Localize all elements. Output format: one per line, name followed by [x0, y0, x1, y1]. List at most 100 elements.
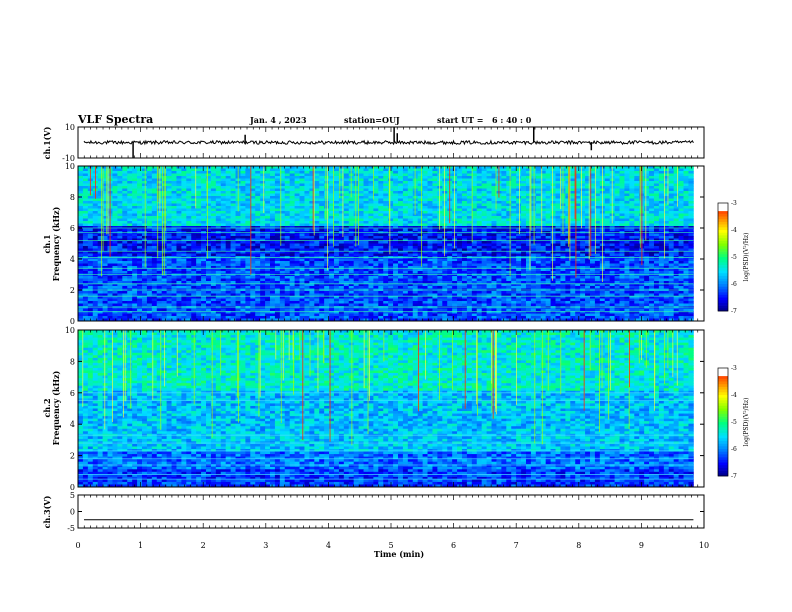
spectrogram-cell: [166, 206, 172, 209]
spectrogram-cell: [604, 171, 611, 174]
spectrogram-cell: [373, 228, 379, 232]
spectrogram-cell: [575, 198, 581, 202]
spectrogram-cell: [196, 216, 202, 219]
spectrogram-cell: [363, 208, 369, 212]
spectrogram-cell: [486, 246, 492, 249]
spectrogram-cell: [486, 251, 492, 254]
spectrogram-cell: [575, 171, 581, 174]
spectrogram-cell: [230, 211, 236, 214]
spectrogram-cell: [658, 188, 665, 192]
spectrogram-cell: [250, 251, 256, 254]
spectrogram-cell: [329, 178, 335, 182]
spectrogram-cell: [516, 251, 522, 254]
spectrogram-cell: [580, 166, 586, 169]
spectrogram-cell: [575, 218, 581, 222]
spectrogram-cell: [417, 216, 423, 219]
spectrogram-cell: [201, 208, 207, 212]
spectrogram-cell: [132, 188, 138, 192]
spectrogram-cell: [250, 173, 256, 177]
spectrogram-cell: [358, 188, 364, 192]
spectrogram-cell: [255, 226, 261, 229]
spectrogram-cell: [432, 168, 438, 172]
spectrogram-cell: [338, 213, 345, 217]
spectrogram-cell: [466, 191, 473, 194]
spectrogram-cell: [309, 188, 315, 192]
spectrogram-cell: [585, 208, 591, 212]
spectrogram-cell: [644, 171, 650, 174]
spectrogram-cell: [476, 176, 483, 179]
spectrogram-cell: [107, 258, 113, 262]
spectrogram-cell: [333, 216, 340, 219]
spectrogram-cell: [215, 173, 222, 177]
spectrogram-cell: [210, 223, 217, 227]
spectrogram-cell: [102, 178, 108, 182]
spectrogram-cell: [397, 198, 404, 202]
spectrogram-cell: [338, 228, 345, 232]
spectrogram-cell: [329, 211, 335, 214]
spectrogram-cell: [338, 221, 345, 224]
spectrogram-cell: [461, 166, 468, 169]
spectrogram-cell: [314, 211, 320, 214]
spectrogram-cell: [624, 226, 630, 229]
spectrogram-cell: [678, 206, 684, 209]
spectrogram-cell: [245, 201, 251, 204]
spectrogram-cell: [521, 193, 527, 197]
spectrogram-cell: [614, 203, 620, 207]
spectrogram-cell: [146, 171, 153, 174]
spectrogram-cell: [289, 243, 295, 247]
spectrogram-cell: [230, 228, 236, 232]
spectrogram-cell: [668, 178, 675, 182]
spectrogram-cell: [289, 188, 295, 192]
spectrogram-cell: [245, 186, 251, 189]
spectrogram-cell: [580, 203, 586, 207]
spectrogram-cell: [353, 193, 359, 197]
spectrogram-cell: [220, 248, 227, 252]
spectrogram-cell: [299, 191, 305, 194]
spectrogram-cell: [279, 168, 286, 172]
spectrogram-cell: [309, 263, 315, 267]
spectrogram-cell: [166, 193, 172, 197]
spectrogram-cell: [535, 248, 542, 252]
spectrogram-cell: [220, 243, 227, 247]
spectrogram-cell: [284, 221, 291, 224]
spectrogram-cell: [550, 251, 556, 254]
spectrogram-cell: [127, 236, 133, 239]
spectrogram-cell: [156, 233, 163, 237]
spectrogram-cell: [196, 226, 202, 229]
spectrogram-cell: [506, 171, 512, 174]
spectrogram-cell: [491, 258, 497, 262]
spectrogram-cell: [146, 178, 153, 182]
spectrogram-cell: [102, 176, 108, 179]
spectrogram-cell: [117, 168, 123, 172]
spectrogram-cell: [402, 203, 409, 207]
spectrogram-cell: [570, 178, 576, 182]
spectrogram-cell: [186, 248, 192, 252]
spectrogram-cell: [235, 243, 241, 247]
spectrogram-cell: [299, 241, 305, 244]
spectrogram-cell: [457, 176, 463, 179]
spectrogram-cell: [240, 183, 246, 187]
spectrogram-cell: [594, 221, 601, 224]
spectrogram-cell: [589, 183, 596, 187]
spectrogram-cell: [678, 166, 684, 169]
spectrogram-cell: [461, 171, 468, 174]
spectrogram-cell: [525, 228, 532, 232]
spectrogram-cell: [210, 261, 217, 264]
spectrogram-cell: [412, 246, 419, 249]
spectrogram-cell: [658, 181, 665, 184]
spectrogram-cell: [412, 216, 419, 219]
spectrogram-cell: [117, 251, 123, 254]
spectrogram-cell: [422, 258, 428, 262]
spectrogram-cell: [166, 243, 172, 247]
start-label: start UT =: [437, 115, 484, 125]
spectrogram-cell: [87, 201, 94, 204]
spectrogram-cell: [442, 258, 448, 262]
spectrogram-cell: [624, 178, 630, 182]
spectrogram-cell: [486, 206, 492, 209]
spectrogram-cell: [540, 238, 547, 242]
spectrogram-cell: [683, 226, 689, 229]
spectrogram-cell: [461, 213, 468, 217]
spectrogram-cell: [363, 191, 369, 194]
spectrogram-cell: [457, 206, 463, 209]
spectrogram-cell: [142, 203, 148, 207]
